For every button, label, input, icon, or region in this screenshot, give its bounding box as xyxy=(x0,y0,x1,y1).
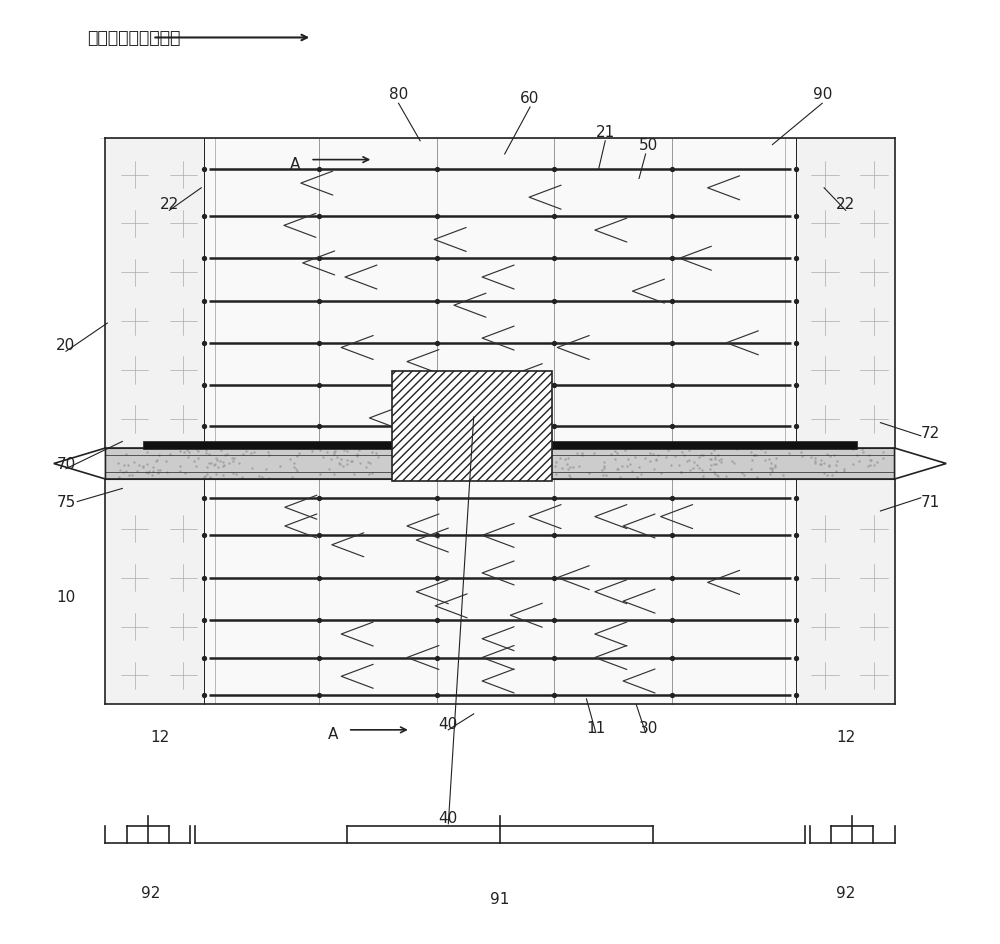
Text: 70: 70 xyxy=(56,457,76,472)
Polygon shape xyxy=(54,448,105,480)
Text: 10: 10 xyxy=(56,589,76,604)
Text: 30: 30 xyxy=(639,719,658,734)
Text: A: A xyxy=(290,157,300,172)
Text: 剪力墙结构长度方向: 剪力墙结构长度方向 xyxy=(87,29,180,47)
Bar xyxy=(204,480,796,705)
Text: 91: 91 xyxy=(490,891,510,906)
Bar xyxy=(105,480,204,705)
Bar xyxy=(143,442,857,449)
Bar xyxy=(392,372,552,481)
Bar xyxy=(204,139,796,448)
Text: A: A xyxy=(328,726,338,741)
Text: 22: 22 xyxy=(836,197,855,212)
Text: 40: 40 xyxy=(439,716,458,731)
Bar xyxy=(105,139,204,448)
Text: 50: 50 xyxy=(639,138,658,153)
Text: 72: 72 xyxy=(921,425,940,440)
Text: 71: 71 xyxy=(921,495,940,510)
Text: 75: 75 xyxy=(56,495,76,510)
Text: 12: 12 xyxy=(150,729,170,744)
Polygon shape xyxy=(895,448,946,480)
Text: 92: 92 xyxy=(141,885,160,900)
Text: 21: 21 xyxy=(596,125,615,140)
Bar xyxy=(796,480,895,705)
Text: 90: 90 xyxy=(813,87,832,102)
Bar xyxy=(796,139,895,448)
Text: 80: 80 xyxy=(389,87,408,102)
Text: 40: 40 xyxy=(439,810,458,825)
Text: 20: 20 xyxy=(56,338,76,353)
Text: 12: 12 xyxy=(836,729,855,744)
Text: 11: 11 xyxy=(586,719,605,734)
Bar xyxy=(105,448,895,480)
Text: 60: 60 xyxy=(520,91,540,106)
Text: 22: 22 xyxy=(160,197,179,212)
Text: 92: 92 xyxy=(836,885,855,900)
